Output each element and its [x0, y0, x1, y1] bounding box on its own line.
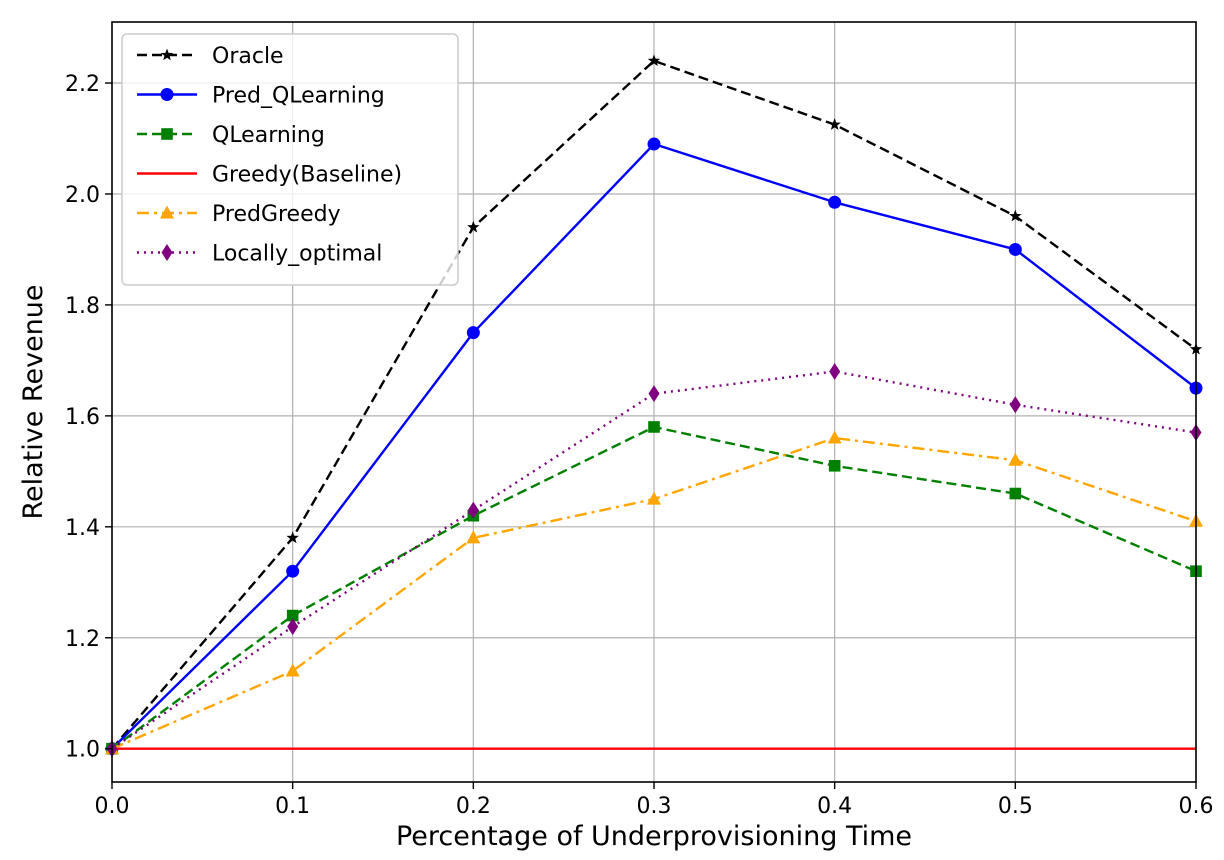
data-point: [286, 609, 299, 622]
x-tick-label: 0.3: [637, 794, 672, 819]
x-tick-label: 0.6: [1179, 794, 1214, 819]
data-point: [648, 421, 660, 433]
legend-marker: [161, 244, 173, 261]
y-axis-label: Relative Revenue: [18, 284, 49, 519]
data-point: [827, 430, 842, 444]
data-point: [287, 618, 299, 636]
data-point: [1009, 209, 1022, 222]
data-point: [467, 501, 479, 519]
ticks: 0.0 0.1 0.2 0.3 0.4 0.5 0.6 1.0 1.2 1.4 1.6 1.8 2.0 2…: [65, 72, 1214, 819]
x-tick-label: 0.2: [456, 794, 491, 819]
data-point: [647, 54, 661, 67]
data-point: [828, 195, 842, 209]
data-point: [285, 663, 300, 677]
y-tick-label: 1.8: [65, 294, 100, 319]
data-point: [286, 564, 300, 578]
data-point: [466, 326, 480, 340]
data-point: [647, 137, 661, 151]
legend-entry: QLearning: [137, 123, 325, 148]
y-tick-label: 1.4: [65, 516, 100, 541]
x-tick-label: 0.0: [95, 794, 130, 819]
legend-marker: [160, 205, 174, 219]
legend-marker: [160, 88, 174, 101]
data-point: [647, 491, 661, 505]
legend-entry: Greedy(Baseline): [137, 163, 402, 188]
data-point: [828, 459, 841, 472]
legend-marker: [161, 128, 173, 140]
data-point: [1009, 487, 1022, 500]
legend: Oracle Pred_QLearning QLearning Greedy(Base…: [121, 33, 459, 286]
legend-label: QLearning: [212, 123, 325, 148]
x-tick-label: 0.1: [275, 794, 310, 819]
series-locally-optimal: [106, 362, 1202, 758]
x-axis-label: Percentage of Underprovisioning Time: [396, 821, 912, 852]
y-tick-label: 2.0: [65, 183, 100, 208]
legend-box: [121, 33, 459, 286]
data-point: [829, 362, 841, 380]
legend-entry: Pred_QLearning: [137, 84, 385, 109]
x-tick-label: 0.5: [998, 794, 1033, 819]
data-point: [648, 385, 660, 403]
legend-label: Locally_optimal: [212, 242, 382, 267]
y-tick-label: 1.6: [65, 405, 100, 430]
legend-label: PredGreedy: [212, 202, 341, 227]
legend-marker: [160, 48, 174, 61]
y-tick-label: 1.2: [65, 627, 100, 652]
data-point: [1008, 452, 1023, 466]
y-tick-label: 1.0: [65, 738, 100, 763]
data-point: [1008, 242, 1022, 256]
data-point: [1009, 396, 1021, 414]
legend-entry: PredGreedy: [137, 202, 341, 227]
legend-label: Greedy(Baseline): [212, 163, 402, 188]
data-point: [467, 220, 480, 233]
legend-label: Pred_QLearning: [212, 84, 385, 109]
x-tick-label: 0.4: [817, 794, 852, 819]
legend-entry: Locally_optimal: [137, 242, 382, 267]
data-point: [286, 531, 299, 544]
data-point: [466, 530, 481, 544]
legend-entry: Oracle: [137, 44, 284, 69]
y-tick-label: 2.2: [65, 72, 100, 97]
data-point: [828, 118, 841, 130]
legend-label: Oracle: [212, 44, 284, 69]
